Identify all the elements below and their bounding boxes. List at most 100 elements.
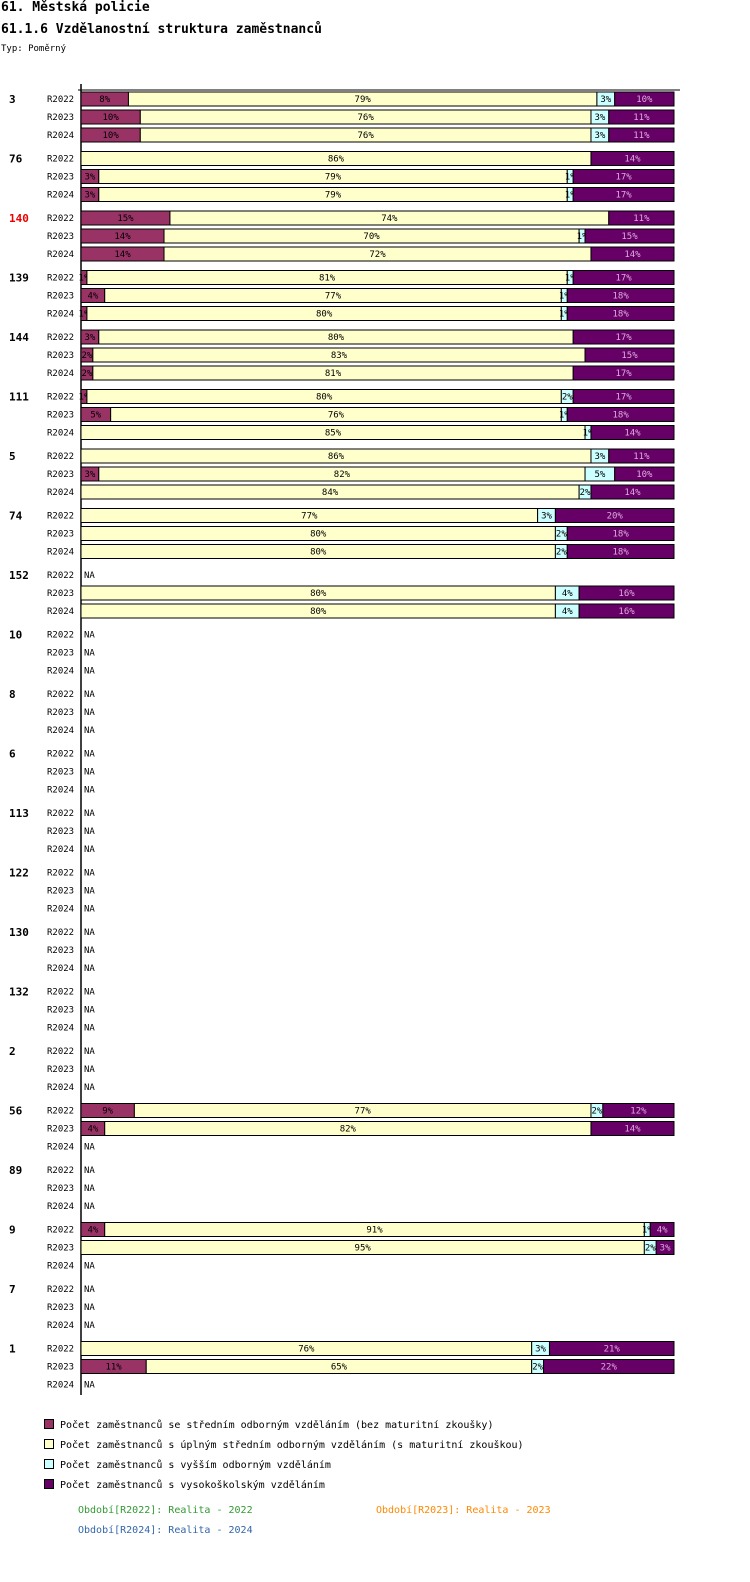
- bar-value-label: 16%: [618, 607, 635, 617]
- bar-value-label: 85%: [325, 429, 342, 439]
- group-label: 140: [9, 212, 29, 225]
- row-label: R2022: [47, 690, 74, 700]
- bar-value-label: 3%: [84, 173, 95, 183]
- row-label: R2024: [47, 1083, 74, 1093]
- bar-value-label: 70%: [363, 232, 380, 242]
- legend-swatch-icon: [44, 1479, 54, 1489]
- bar-value-label: 3%: [594, 131, 605, 141]
- bar-value-label: 80%: [310, 607, 327, 617]
- row-label: R2023: [47, 1125, 74, 1135]
- legend-item-secondary-maturita: Počet zaměstnanců s úplným středním odbo…: [44, 1439, 524, 1451]
- group-label: 139: [9, 272, 29, 285]
- row-label: R2022: [47, 571, 74, 581]
- bar-value-label: 14%: [624, 488, 641, 498]
- na-label: NA: [84, 1285, 95, 1295]
- legend-label: Počet zaměstnanců s úplným středním odbo…: [60, 1440, 524, 1451]
- legend-label: Počet zaměstnanců s vysokoškolským vzděl…: [60, 1480, 325, 1491]
- row-label: R2023: [47, 589, 74, 599]
- bar-segment: [548, 1341, 675, 1356]
- row-label: R2023: [47, 470, 74, 480]
- period-r2024: Období[R2024]: Realita - 2024: [78, 1525, 253, 1536]
- group-label: 3: [9, 93, 16, 106]
- bar-segment: [566, 288, 675, 303]
- bar-value-label: 1%: [583, 429, 594, 439]
- bar-value-label: 2%: [580, 488, 591, 498]
- bar-value-label: 1%: [79, 393, 90, 403]
- bar-value-label: 11%: [633, 214, 650, 224]
- row-label: R2024: [47, 1321, 74, 1331]
- bar-segment: [572, 365, 675, 381]
- bar-segment: [602, 1103, 675, 1118]
- group-label: 74: [9, 510, 23, 523]
- na-label: NA: [84, 786, 95, 796]
- bar-segment: [614, 91, 675, 107]
- row-label: R2022: [47, 1345, 74, 1355]
- bar-value-label: 80%: [310, 548, 327, 558]
- bar-value-label: 81%: [325, 369, 342, 379]
- row-label: R2023: [47, 351, 74, 361]
- legend-swatch-icon: [44, 1459, 54, 1469]
- na-label: NA: [84, 631, 95, 641]
- row-label: R2023: [47, 411, 74, 421]
- na-label: NA: [84, 690, 95, 700]
- chart-type-label: Typ: Poměrný: [1, 44, 67, 54]
- bar-segment: [590, 1121, 675, 1136]
- group-label: 5: [9, 450, 16, 463]
- bar-value-label: 18%: [612, 530, 629, 540]
- na-label: NA: [84, 649, 95, 659]
- bar-value-label: 77%: [355, 1107, 372, 1117]
- bar-value-label: 91%: [366, 1226, 383, 1236]
- bar-value-label: 1%: [79, 274, 90, 284]
- bar-value-label: 81%: [319, 274, 336, 284]
- na-label: NA: [84, 1321, 95, 1331]
- row-label: R2023: [47, 292, 74, 302]
- bar-value-label: 14%: [624, 1125, 641, 1135]
- na-label: NA: [84, 845, 95, 855]
- bar-segment: [649, 1222, 675, 1237]
- na-label: NA: [84, 571, 95, 581]
- row-label: R2022: [47, 1285, 74, 1295]
- bar-value-label: 8%: [99, 95, 110, 105]
- bar-segment: [608, 109, 675, 125]
- group-label: 122: [9, 867, 29, 880]
- bar-value-label: 10%: [636, 95, 653, 105]
- group-label: 9: [9, 1224, 16, 1237]
- bar-value-label: 84%: [322, 488, 339, 498]
- bar-value-label: 1%: [565, 173, 576, 183]
- na-label: NA: [84, 827, 95, 837]
- na-label: NA: [84, 1184, 95, 1194]
- bar-value-label: 3%: [594, 452, 605, 462]
- group-label: 6: [9, 748, 16, 761]
- period-r2022: Období[R2022]: Realita - 2022: [78, 1505, 253, 1516]
- group-label: 1: [9, 1343, 16, 1356]
- row-label: R2024: [47, 429, 74, 439]
- bar-value-label: 17%: [615, 369, 632, 379]
- row-label: R2024: [47, 964, 74, 974]
- bar-value-label: 74%: [381, 214, 398, 224]
- bar-value-label: 17%: [615, 393, 632, 403]
- row-label: R2024: [47, 310, 74, 320]
- group-label: 130: [9, 926, 29, 939]
- bar-segment: [608, 127, 675, 143]
- na-label: NA: [84, 1065, 95, 1075]
- row-label: R2024: [47, 1202, 74, 1212]
- bar-value-label: 14%: [624, 155, 641, 165]
- bar-value-label: 22%: [601, 1363, 618, 1373]
- bar-value-label: 3%: [84, 191, 95, 201]
- bar-value-label: 86%: [328, 452, 345, 462]
- row-label: R2022: [47, 750, 74, 760]
- bar-value-label: 1%: [559, 411, 570, 421]
- bar-value-label: 3%: [84, 333, 95, 343]
- bar-value-label: 11%: [633, 452, 650, 462]
- bar-segment: [554, 508, 675, 523]
- bar-value-label: 4%: [87, 292, 98, 302]
- row-label: R2022: [47, 1047, 74, 1057]
- na-label: NA: [84, 1006, 95, 1016]
- na-label: NA: [84, 708, 95, 718]
- bar-segment: [572, 187, 675, 202]
- bar-value-label: 80%: [310, 589, 327, 599]
- bar-value-label: 18%: [612, 411, 629, 421]
- bar-value-label: 4%: [562, 589, 573, 599]
- bar-segment: [572, 169, 675, 184]
- na-label: NA: [84, 869, 95, 879]
